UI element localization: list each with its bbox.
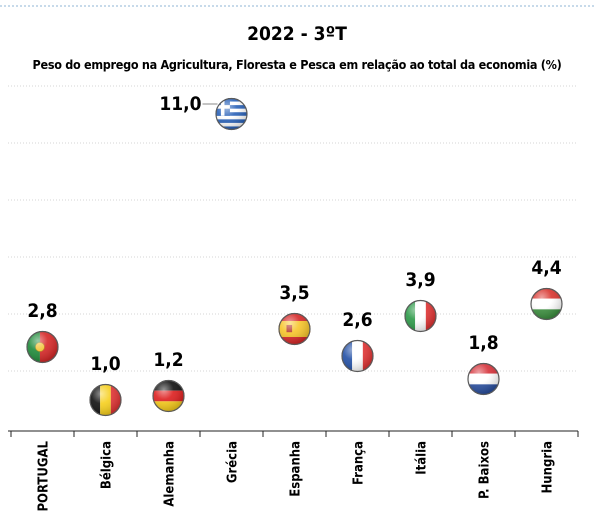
chart-subtitle: Peso do emprego na Agricultura, Floresta… <box>33 57 562 72</box>
category-label: Espanha <box>289 441 304 497</box>
value-label: 1,0 <box>90 353 120 375</box>
flag-belgium-icon <box>89 383 122 417</box>
category-label: Hungria <box>541 441 556 493</box>
flag-germany-icon <box>152 379 185 413</box>
category-label: Grécia <box>226 441 241 483</box>
value-label: 3,9 <box>405 269 435 291</box>
flag-spain-icon <box>278 312 311 346</box>
flag-netherlands-icon <box>467 362 500 396</box>
flag-greece-icon <box>215 97 248 131</box>
chart-title: 2022 - 3ºT <box>247 23 347 45</box>
value-label: 11,0 <box>159 93 201 115</box>
category-labels: PORTUGAL Bélgica Alemanha Grécia Espanha Fran… <box>37 440 556 511</box>
x-axis <box>8 430 579 437</box>
category-label: P. Baixos <box>478 441 493 499</box>
value-label: 2,8 <box>27 300 57 322</box>
category-label: França <box>352 441 367 485</box>
value-labels: 2,8 1,0 1,2 11,0 3,5 2,6 3,9 1,8 4,4 <box>27 93 561 375</box>
flag-italy-icon <box>404 299 437 333</box>
value-label: 1,8 <box>468 332 498 354</box>
value-label: 1,2 <box>153 349 183 371</box>
flag-france-icon <box>341 339 374 373</box>
value-label: 4,4 <box>531 257 561 279</box>
category-label: Itália <box>415 441 430 475</box>
value-label: 2,6 <box>342 309 372 331</box>
value-label: 3,5 <box>279 282 309 304</box>
flag-hungary-icon <box>530 287 563 321</box>
category-label: Bélgica <box>100 441 115 489</box>
category-label: PORTUGAL <box>37 440 52 511</box>
category-label: Alemanha <box>163 441 178 507</box>
flag-portugal-icon <box>26 330 59 364</box>
